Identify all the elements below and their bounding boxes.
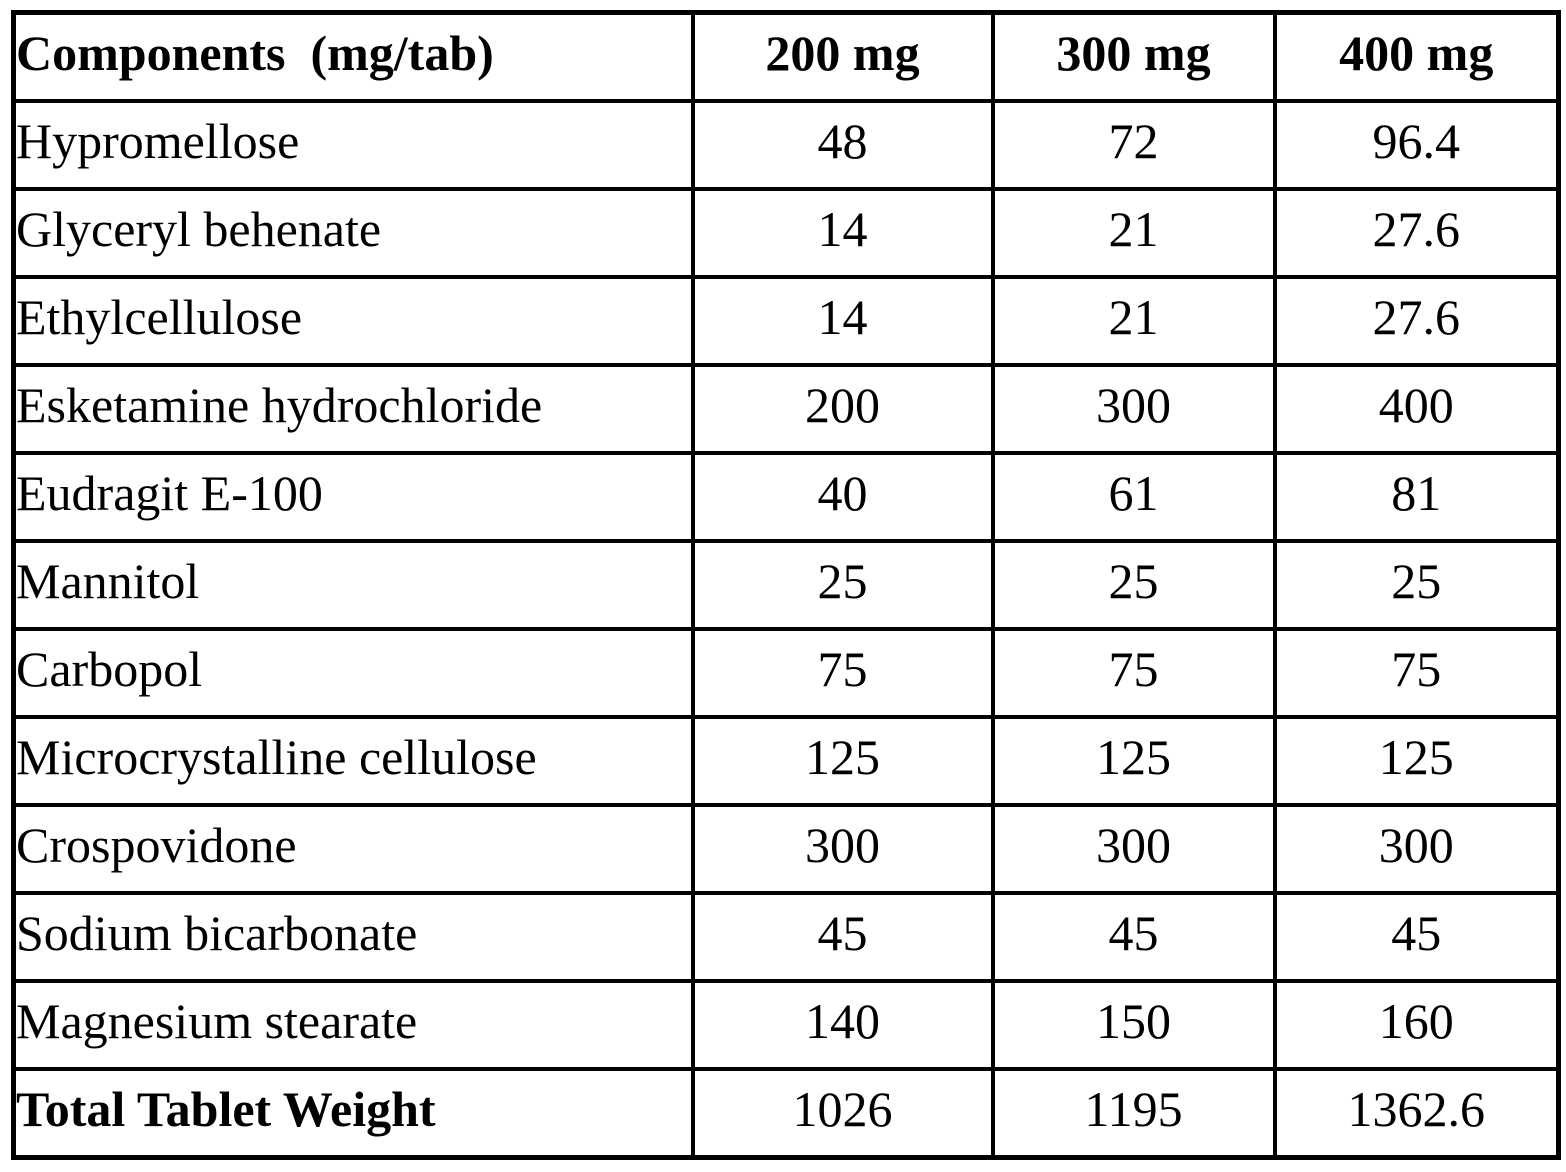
value-cell: 75 — [690, 627, 995, 719]
component-name-cell: Sodium bicarbonate — [11, 891, 695, 983]
value-cell: 75 — [1272, 627, 1561, 719]
value-cell: 300 — [690, 803, 995, 895]
table-row: Microcrystalline cellulose 125 125 125 — [11, 715, 1561, 807]
value-cell: 300 — [1272, 803, 1561, 895]
value-cell: 125 — [690, 715, 995, 807]
value-cell: 14 — [690, 275, 995, 367]
component-name-cell: Esketamine hydrochloride — [11, 363, 695, 455]
total-row: Total Tablet Weight 1026 1195 1362.6 — [11, 1067, 1561, 1160]
table-row: Crospovidone 300 300 300 — [11, 803, 1561, 895]
value-cell: 25 — [690, 539, 995, 631]
total-value-cell: 1362.6 — [1272, 1067, 1561, 1160]
strength-header-300mg: 300 mg — [990, 10, 1277, 103]
value-cell: 400 — [1272, 363, 1561, 455]
total-label-cell: Total Tablet Weight — [11, 1067, 695, 1160]
value-cell: 300 — [990, 363, 1277, 455]
component-name-cell: Ethylcellulose — [11, 275, 695, 367]
component-name-cell: Eudragit E-100 — [11, 451, 695, 543]
component-name-cell: Glyceryl behenate — [11, 187, 695, 279]
value-cell: 300 — [990, 803, 1277, 895]
value-cell: 21 — [990, 187, 1277, 279]
component-name-cell: Carbopol — [11, 627, 695, 719]
value-cell: 21 — [990, 275, 1277, 367]
strength-header-400mg: 400 mg — [1272, 10, 1561, 103]
value-cell: 25 — [1272, 539, 1561, 631]
table-row: Carbopol 75 75 75 — [11, 627, 1561, 719]
value-cell: 140 — [690, 979, 995, 1071]
formulation-table: Components (mg/tab) 200 mg 300 mg 400 mg… — [11, 10, 1561, 1160]
table-row: Magnesium stearate 140 150 160 — [11, 979, 1561, 1071]
component-name-cell: Hypromellose — [11, 99, 695, 191]
value-cell: 160 — [1272, 979, 1561, 1071]
value-cell: 27.6 — [1272, 187, 1561, 279]
value-cell: 61 — [990, 451, 1277, 543]
value-cell: 200 — [690, 363, 995, 455]
value-cell: 150 — [990, 979, 1277, 1071]
table-row: Hypromellose 48 72 96.4 — [11, 99, 1561, 191]
value-cell: 45 — [690, 891, 995, 983]
component-name-cell: Microcrystalline cellulose — [11, 715, 695, 807]
value-cell: 48 — [690, 99, 995, 191]
value-cell: 40 — [690, 451, 995, 543]
table-row: Glyceryl behenate 14 21 27.6 — [11, 187, 1561, 279]
table-row: Sodium bicarbonate 45 45 45 — [11, 891, 1561, 983]
value-cell: 72 — [990, 99, 1277, 191]
table-row: Ethylcellulose 14 21 27.6 — [11, 275, 1561, 367]
total-value-cell: 1026 — [690, 1067, 995, 1160]
component-name-cell: Crospovidone — [11, 803, 695, 895]
table-row: Eudragit E-100 40 61 81 — [11, 451, 1561, 543]
value-cell: 45 — [990, 891, 1277, 983]
component-name-cell: Magnesium stearate — [11, 979, 695, 1071]
value-cell: 75 — [990, 627, 1277, 719]
table-row: Esketamine hydrochloride 200 300 400 — [11, 363, 1561, 455]
value-cell: 96.4 — [1272, 99, 1561, 191]
value-cell: 45 — [1272, 891, 1561, 983]
components-header-cell: Components (mg/tab) — [11, 10, 695, 103]
table-row: Mannitol 25 25 25 — [11, 539, 1561, 631]
component-name-cell: Mannitol — [11, 539, 695, 631]
value-cell: 81 — [1272, 451, 1561, 543]
value-cell: 14 — [690, 187, 995, 279]
value-cell: 27.6 — [1272, 275, 1561, 367]
value-cell: 25 — [990, 539, 1277, 631]
value-cell: 125 — [1272, 715, 1561, 807]
strength-header-200mg: 200 mg — [690, 10, 995, 103]
total-value-cell: 1195 — [990, 1067, 1277, 1160]
table-header-row: Components (mg/tab) 200 mg 300 mg 400 mg — [11, 10, 1561, 103]
value-cell: 125 — [990, 715, 1277, 807]
